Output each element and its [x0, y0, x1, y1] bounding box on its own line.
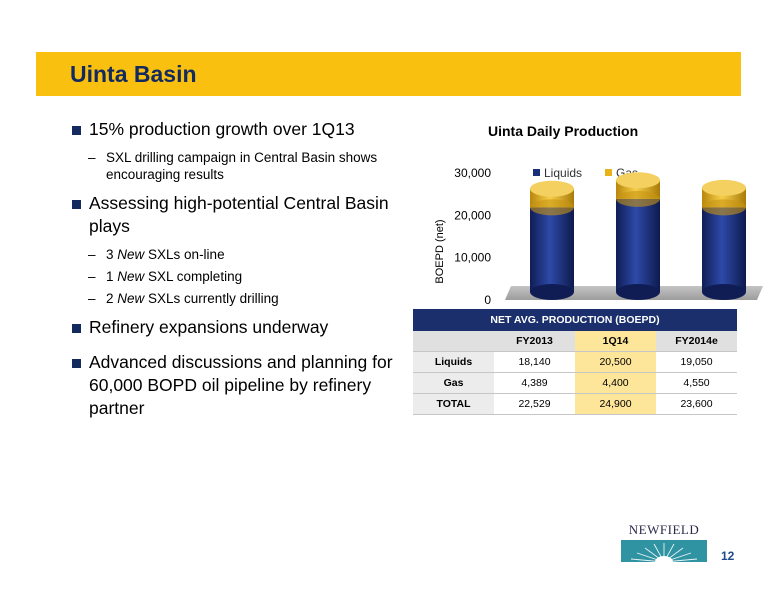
bar-liquids: [530, 207, 574, 292]
table-row: TOTAL 22,529 24,900 23,600: [413, 394, 737, 415]
sub-bullet-4: –2 New SXLs currently drilling: [72, 290, 402, 307]
bar-gas-top: [530, 180, 574, 197]
bullet-square-icon: [72, 324, 81, 333]
page-number: 12: [721, 549, 735, 563]
newfield-logo: NEWFIELD: [621, 522, 707, 562]
sub-bullet-1: – SXL drilling campaign in Central Basin …: [72, 149, 402, 183]
y-tick-label: 30,000: [454, 166, 491, 180]
sub-bullet-4-pre: 2: [106, 291, 118, 306]
bullet-list: 15% production growth over 1Q13 – SXL dri…: [72, 118, 402, 432]
table-cell: 4,389: [521, 377, 548, 389]
bar-liquids: [702, 207, 746, 292]
sub-bullet-3-em: New: [117, 269, 145, 284]
dash-icon: –: [88, 291, 96, 306]
bar-gas-top: [616, 172, 660, 189]
table-title: NET AVG. PRODUCTION (BOEPD): [413, 309, 737, 331]
table-cell: 20,500: [575, 352, 656, 372]
bar-liquids: [616, 198, 660, 292]
table-cell: Liquids: [413, 352, 494, 372]
bullet-3-text: Refinery expansions underway: [89, 317, 329, 337]
sub-bullet-4-post: SXLs currently drilling: [144, 291, 279, 306]
legend-swatch: [533, 169, 540, 176]
table-header-cell: [413, 331, 494, 351]
bar-gas-seam: [530, 199, 574, 216]
legend-swatch: [605, 169, 612, 176]
sub-bullet-3-pre: 1: [106, 269, 118, 284]
table-cell: 4,550: [683, 377, 710, 389]
sub-bullet-2-post: SXLs on-line: [144, 247, 225, 262]
y-tick-label: 10,000: [454, 251, 491, 265]
bar-liquids-base: [702, 284, 746, 300]
chart-title: Uinta Daily Production: [488, 123, 639, 139]
table-header-cell: 1Q14: [575, 331, 656, 351]
dash-icon: –: [88, 150, 96, 165]
bar-liquids-base: [616, 284, 660, 300]
sub-bullet-2-em: New: [117, 247, 145, 262]
sub-bullet-1-text: SXL drilling campaign in Central Basin s…: [106, 150, 378, 182]
table-header-cell: FY2013: [494, 331, 575, 351]
legend-label: Liquids: [544, 166, 582, 180]
bullet-1: 15% production growth over 1Q13: [72, 118, 402, 141]
bullet-4: Advanced discussions and planning for 60…: [72, 351, 402, 420]
table-cell: 23,600: [680, 398, 713, 410]
bullet-2-text: Assessing high-potential Central Basin p…: [89, 193, 389, 236]
sub-bullet-2: –3 New SXLs on-line: [72, 246, 402, 263]
dash-icon: –: [88, 247, 96, 262]
table-header-cell: FY2014e: [656, 331, 737, 351]
bar-gas-top: [702, 179, 746, 196]
y-axis-label: BOEPD (net): [434, 219, 446, 283]
sub-bullet-2-pre: 3: [106, 247, 118, 262]
bullet-square-icon: [72, 200, 81, 209]
table-row: Liquids 18,140 20,500 19,050: [413, 352, 737, 373]
table-cell: Gas: [413, 373, 494, 393]
dash-icon: –: [88, 269, 96, 284]
bullet-square-icon: [72, 359, 81, 368]
page-title: Uinta Basin: [70, 61, 197, 87]
table-cell: 18,140: [518, 356, 551, 368]
logo-text: NEWFIELD: [628, 522, 700, 537]
bar-gas-seam: [616, 190, 660, 207]
table-cell: 4,400: [575, 373, 656, 393]
bullet-3: Refinery expansions underway: [72, 316, 402, 339]
title-bar: Uinta Basin: [36, 52, 741, 96]
bullet-square-icon: [72, 126, 81, 135]
logo-sunburst-icon: [621, 540, 707, 562]
table-row: Gas 4,389 4,400 4,550: [413, 373, 737, 394]
bar-liquids-base: [530, 284, 574, 300]
sub-bullet-3-post: SXL completing: [144, 269, 243, 284]
y-tick-label: 0: [484, 293, 491, 307]
table-cell: 24,900: [575, 394, 656, 414]
bullet-2: Assessing high-potential Central Basin p…: [72, 192, 402, 238]
production-table: NET AVG. PRODUCTION (BOEPD) FY2013 1Q14 …: [413, 309, 737, 415]
table-header-row: FY2013 1Q14 FY2014e: [413, 331, 737, 352]
bar-gas-seam: [702, 199, 746, 216]
sub-bullet-4-em: New: [117, 291, 145, 306]
table-cell: 19,050: [680, 356, 713, 368]
y-tick-label: 20,000: [454, 208, 491, 222]
bullet-1-text: 15% production growth over 1Q13: [89, 119, 355, 139]
sub-bullet-3: –1 New SXL completing: [72, 268, 402, 285]
table-cell: TOTAL: [413, 394, 494, 414]
bullet-4-text: Advanced discussions and planning for 60…: [89, 352, 393, 418]
table-cell: 22,529: [518, 398, 551, 410]
